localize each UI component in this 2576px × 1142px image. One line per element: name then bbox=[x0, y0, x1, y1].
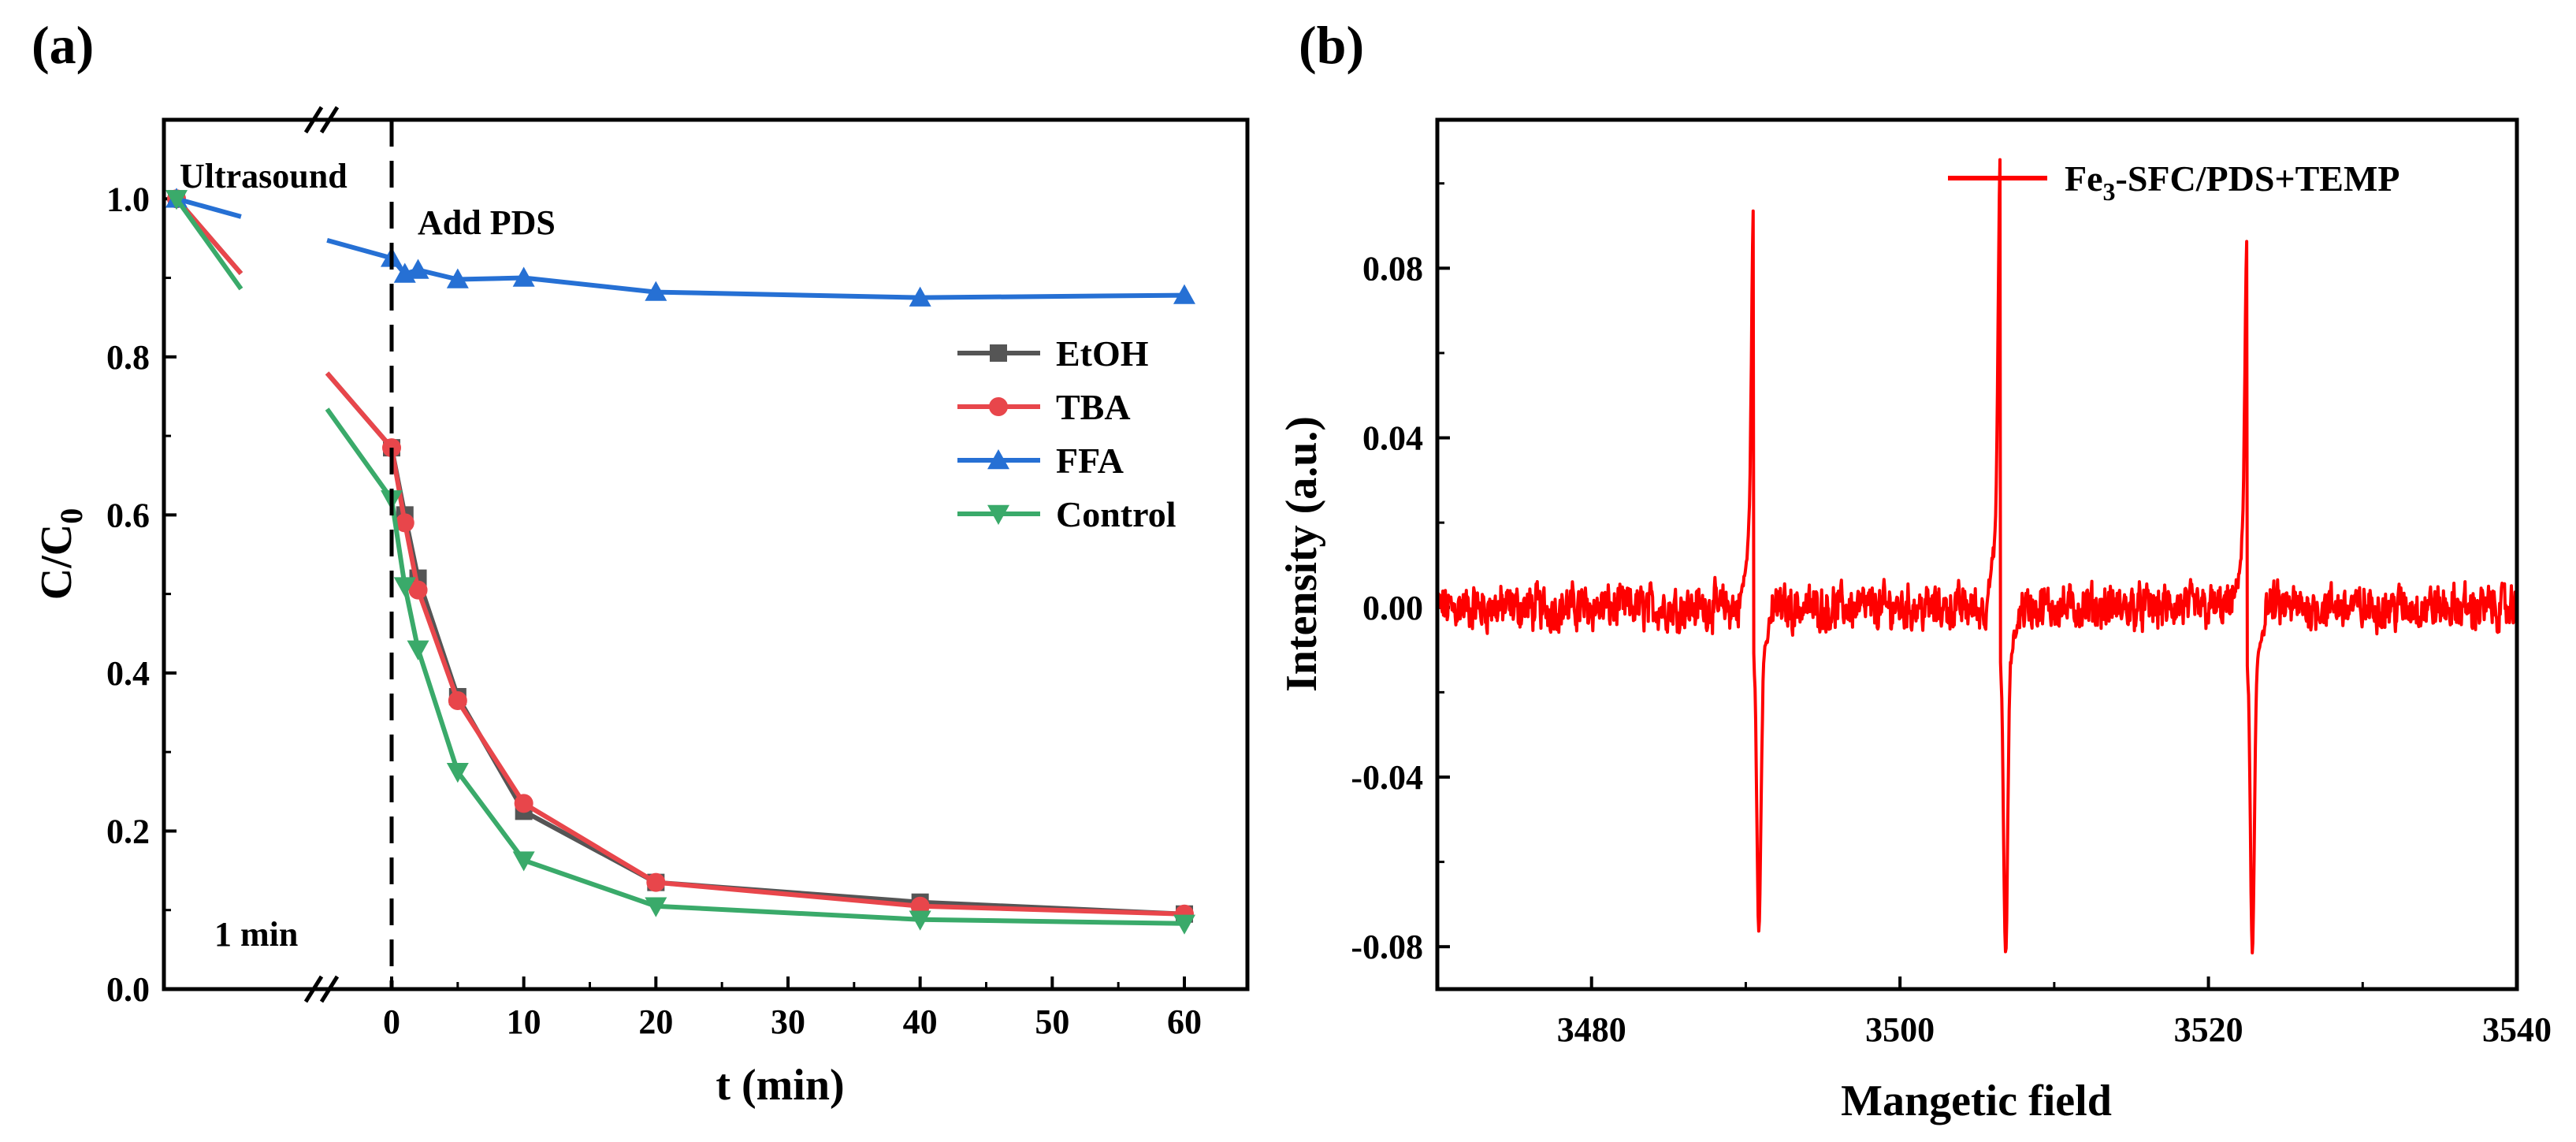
a-y-tick-label: 0.2 bbox=[106, 812, 150, 850]
a-plot-frame bbox=[162, 117, 1250, 991]
a-x-tick-label: 0 bbox=[383, 1003, 400, 1041]
a-series-point-ffa bbox=[407, 259, 429, 279]
a-series-line-ffa bbox=[326, 238, 1185, 300]
a-legend-label: Control bbox=[1056, 494, 1176, 534]
b-y-tick-label: -0.08 bbox=[1351, 928, 1423, 966]
a-series-point-control bbox=[645, 897, 667, 917]
b-legend-label: Fe3-SFC/PDS+TEMP bbox=[2065, 158, 2400, 206]
b-x-tick-label: 3520 bbox=[2174, 1010, 2243, 1049]
b-y-tick-label: 0.08 bbox=[1362, 249, 1423, 288]
annotation-one-min: 1 min bbox=[214, 915, 298, 954]
a-series-point-ffa bbox=[512, 266, 535, 287]
a-y-tick-label: 1.0 bbox=[106, 180, 150, 218]
b-x-tick-label: 3540 bbox=[2482, 1010, 2552, 1049]
a-legend-label: TBA bbox=[1056, 387, 1131, 427]
b-plot-frame bbox=[1435, 117, 2519, 991]
a-series-line-ffa bbox=[176, 196, 242, 219]
a-series-point-tba bbox=[448, 691, 467, 711]
a-y-tick-label: 0.4 bbox=[106, 654, 150, 693]
a-x-tick-label: 10 bbox=[507, 1003, 541, 1041]
a-overlay-layer bbox=[303, 106, 394, 1003]
a-series-layer bbox=[165, 188, 1195, 935]
a-series-point-tba bbox=[646, 872, 666, 892]
a-legend-label: FFA bbox=[1056, 441, 1124, 481]
chart-b: 3480 3500 3520 3540 -0.08 -0.04 0.00 0.04 0.08 M… bbox=[1277, 117, 2552, 1125]
b-legend-sub: 3 bbox=[2103, 177, 2116, 206]
a-axes-layer: 0 10 20 30 40 50 60 0.0 0.2 0.4 0.6 0.8 1.0 bbox=[106, 180, 1202, 1041]
a-series-point-ffa bbox=[645, 281, 667, 301]
a-series-point-ffa bbox=[446, 268, 469, 288]
b-y-tick-label: 0.00 bbox=[1362, 589, 1423, 627]
b-series-line-epr-signal bbox=[1436, 158, 2518, 954]
b-legend: Fe3-SFC/PDS+TEMP bbox=[1948, 158, 2400, 206]
a-legend: EtOH TBA FFA Control bbox=[957, 333, 1176, 534]
b-series-layer bbox=[1436, 158, 2518, 954]
a-series-point-control bbox=[1173, 914, 1195, 935]
b-y-tick-label: 0.04 bbox=[1362, 419, 1423, 458]
annotation-add-pds: Add PDS bbox=[418, 203, 556, 242]
b-x-tick-label: 3500 bbox=[1865, 1010, 1935, 1049]
b-x-axis-label: Mangetic field bbox=[1841, 1077, 2112, 1125]
a-x-tick-label: 20 bbox=[638, 1003, 673, 1041]
a-y-axis-label-sub: 0 bbox=[54, 508, 89, 524]
a-series-point-control bbox=[512, 851, 535, 872]
a-x-tick-label: 60 bbox=[1167, 1003, 1202, 1041]
a-y-axis-label-main: C/C bbox=[32, 524, 81, 600]
a-x-tick-label: 30 bbox=[771, 1003, 805, 1041]
a-series-line-control bbox=[325, 407, 1185, 926]
b-y-tick-label: -0.04 bbox=[1351, 758, 1423, 797]
a-series-line-control bbox=[174, 197, 243, 291]
b-legend-rest: -SFC/PDS+TEMP bbox=[2116, 158, 2400, 199]
b-legend-main: Fe bbox=[2065, 158, 2103, 199]
a-series-point-ffa bbox=[1173, 284, 1195, 304]
b-x-tick-label: 3480 bbox=[1557, 1010, 1626, 1049]
a-y-tick-label: 0.6 bbox=[106, 496, 150, 534]
a-series-point-control bbox=[165, 190, 188, 210]
a-legend-swatch-marker bbox=[989, 397, 1008, 416]
a-series-point-control bbox=[393, 577, 416, 597]
a-y-tick-label: 0.0 bbox=[106, 970, 150, 1009]
a-y-axis-label: C/C0 bbox=[32, 508, 89, 600]
a-series-point-control bbox=[909, 910, 931, 931]
a-x-tick-label: 50 bbox=[1035, 1003, 1069, 1041]
a-series-point-tba bbox=[395, 513, 414, 533]
a-x-axis-label: t (min) bbox=[716, 1061, 844, 1110]
a-series-point-control bbox=[407, 640, 429, 660]
panel-a-label: (a) bbox=[32, 15, 94, 75]
a-legend-swatch-marker bbox=[990, 344, 1007, 362]
a-series-point-control bbox=[446, 763, 469, 783]
a-legend-label: EtOH bbox=[1056, 333, 1149, 374]
panel-b-label: (b) bbox=[1299, 15, 1364, 75]
a-series-point-ffa bbox=[909, 286, 931, 307]
a-series-point-tba bbox=[514, 794, 533, 813]
b-y-axis-label: Intensity (a.u.) bbox=[1277, 416, 1326, 692]
chart-a: 0 10 20 30 40 50 600.00.20.40.60.81.0 t (min) … bbox=[32, 106, 1250, 1110]
a-y-tick-label: 0.8 bbox=[106, 338, 150, 377]
a-x-tick-label: 40 bbox=[903, 1003, 938, 1041]
annotation-ultrasound: Ultrasound bbox=[180, 157, 348, 195]
a-legend-swatch-marker bbox=[987, 504, 1009, 525]
a-legend-swatch-marker bbox=[987, 449, 1009, 470]
a-series-point-tba bbox=[408, 580, 428, 600]
